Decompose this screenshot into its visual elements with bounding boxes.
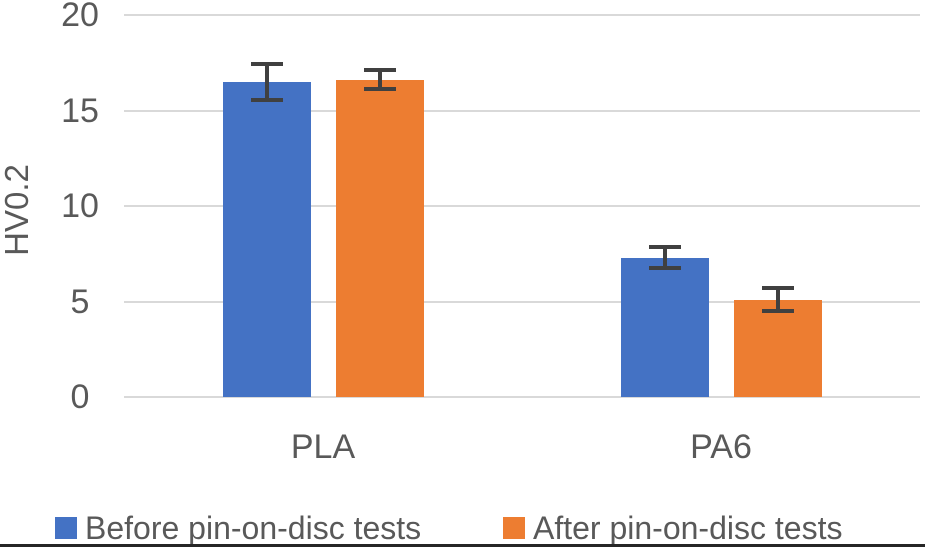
error-bar-cap <box>648 266 681 271</box>
error-bar-cap <box>363 68 396 73</box>
gridline <box>124 14 920 16</box>
gridline <box>124 205 920 207</box>
y-tick-label: 15 <box>61 91 99 130</box>
error-bar <box>775 288 780 312</box>
error-bar-cap <box>363 87 396 92</box>
error-bar-cap <box>250 61 283 66</box>
bar <box>620 257 709 397</box>
error-bar-cap <box>648 245 681 250</box>
bar <box>222 81 311 397</box>
error-bar-cap <box>761 286 794 291</box>
bar <box>733 299 822 397</box>
category-label: PA6 <box>690 428 752 466</box>
figure-bottom-border <box>0 544 925 547</box>
bar <box>335 79 424 397</box>
legend-label: After pin-on-disc tests <box>533 509 843 546</box>
error-bar-cap <box>761 309 794 314</box>
y-tick-label: 20 <box>61 0 99 34</box>
legend-label: Before pin-on-disc tests <box>85 509 422 546</box>
error-bar <box>377 70 382 90</box>
legend-item: After pin-on-disc tests <box>503 510 842 546</box>
error-bar-cap <box>250 97 283 102</box>
error-bar <box>662 247 667 269</box>
y-tick-label: 5 <box>70 282 90 321</box>
gridline <box>124 300 920 303</box>
gridline <box>124 109 920 112</box>
category-label: PLA <box>290 428 356 466</box>
gridline <box>124 396 920 398</box>
y-tick-label: 10 <box>61 187 99 225</box>
legend-swatch <box>55 517 77 539</box>
y-tick-label: 0 <box>70 378 90 416</box>
legend-item: Before pin-on-disc tests <box>55 510 421 546</box>
error-bar <box>264 63 269 100</box>
legend-swatch <box>503 517 525 539</box>
